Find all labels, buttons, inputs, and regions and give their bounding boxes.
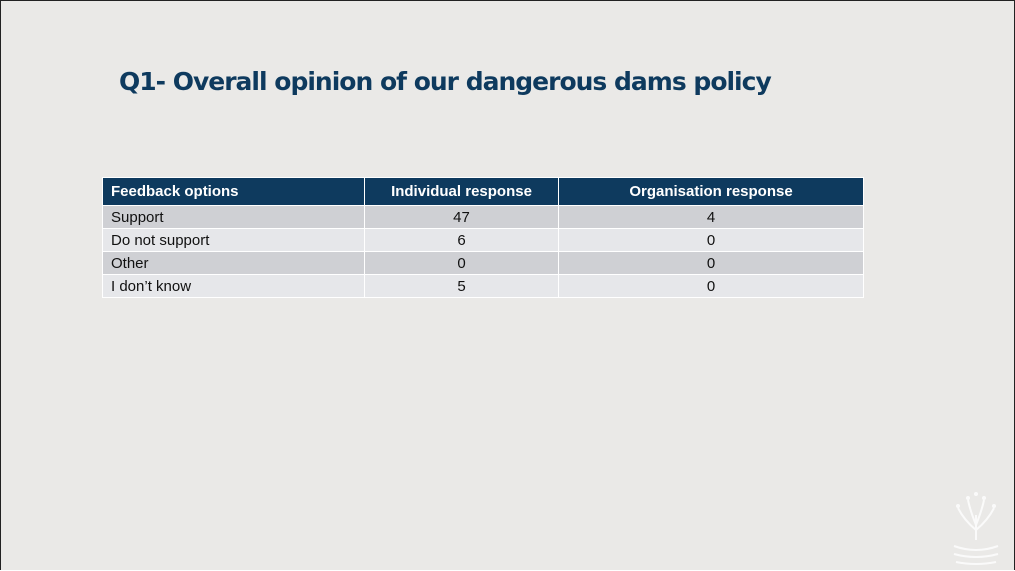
column-header: Feedback options xyxy=(102,177,365,206)
title: Q1- Overall opinion of our dangerous dam… xyxy=(119,67,772,96)
table-cell: 0 xyxy=(558,228,864,252)
column-header: Individual response xyxy=(364,177,559,206)
table-cell: 6 xyxy=(364,228,559,252)
table-cell: 0 xyxy=(364,251,559,275)
table-cell: Support xyxy=(102,205,365,229)
table-cell: Do not support xyxy=(102,228,365,252)
table-cell: 0 xyxy=(558,274,864,298)
table-row: Support 47 4 xyxy=(102,205,864,229)
header-row: Feedback options Individual response Org… xyxy=(102,177,864,206)
table-cell: 0 xyxy=(558,251,864,275)
column-header: Organisation response xyxy=(558,177,864,206)
table: Feedback options Individual response Org… xyxy=(102,177,864,298)
table-row: Do not support 6 0 xyxy=(102,228,864,252)
table-cell: 4 xyxy=(558,205,864,229)
table-cell: 5 xyxy=(364,274,559,298)
table-cell: Other xyxy=(102,251,365,275)
table-row: I don’t know 5 0 xyxy=(102,274,864,298)
table-cell: 47 xyxy=(364,205,559,229)
table-cell: I don’t know xyxy=(102,274,365,298)
logo xyxy=(953,492,999,565)
table-row: Other 0 0 xyxy=(102,251,864,275)
